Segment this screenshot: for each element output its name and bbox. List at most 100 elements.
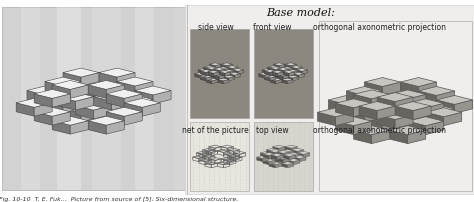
Bar — [2, 8, 185, 190]
Polygon shape — [336, 113, 354, 126]
Polygon shape — [419, 87, 455, 96]
Polygon shape — [195, 74, 201, 79]
Polygon shape — [437, 92, 455, 105]
Polygon shape — [204, 70, 210, 75]
Polygon shape — [221, 76, 227, 80]
Polygon shape — [52, 117, 88, 126]
Polygon shape — [223, 72, 229, 76]
Polygon shape — [365, 78, 401, 87]
Polygon shape — [426, 108, 462, 117]
Polygon shape — [227, 68, 232, 72]
Text: net of the picture: net of the picture — [182, 126, 249, 135]
Polygon shape — [285, 75, 296, 78]
Polygon shape — [45, 96, 81, 104]
Polygon shape — [297, 156, 303, 161]
Polygon shape — [273, 147, 279, 152]
Polygon shape — [34, 90, 70, 99]
Polygon shape — [291, 66, 302, 69]
Polygon shape — [354, 126, 390, 135]
Polygon shape — [215, 76, 221, 80]
Polygon shape — [135, 91, 153, 104]
Polygon shape — [75, 106, 94, 119]
Polygon shape — [408, 95, 426, 108]
Polygon shape — [277, 70, 283, 74]
Polygon shape — [229, 72, 235, 76]
Polygon shape — [269, 154, 275, 159]
Polygon shape — [63, 109, 81, 122]
Polygon shape — [264, 76, 276, 79]
Polygon shape — [75, 97, 94, 110]
Bar — [319, 22, 472, 191]
Polygon shape — [117, 96, 153, 104]
Text: Base model:: Base model: — [266, 8, 336, 18]
Polygon shape — [201, 77, 206, 81]
Polygon shape — [291, 73, 296, 78]
Polygon shape — [16, 99, 52, 108]
Polygon shape — [52, 85, 70, 99]
Polygon shape — [266, 150, 273, 155]
Polygon shape — [213, 68, 225, 71]
Polygon shape — [63, 104, 99, 113]
Polygon shape — [390, 90, 426, 99]
Polygon shape — [99, 104, 135, 113]
Polygon shape — [455, 100, 473, 114]
Polygon shape — [204, 68, 210, 72]
Polygon shape — [336, 122, 354, 135]
Bar — [92, 8, 121, 190]
Polygon shape — [218, 69, 223, 73]
Polygon shape — [218, 80, 223, 84]
Polygon shape — [275, 163, 282, 168]
Polygon shape — [285, 76, 291, 80]
Polygon shape — [273, 63, 285, 66]
Polygon shape — [273, 73, 279, 78]
Polygon shape — [300, 157, 306, 162]
Polygon shape — [294, 154, 300, 159]
Polygon shape — [291, 159, 297, 164]
Polygon shape — [377, 93, 413, 102]
Polygon shape — [408, 99, 444, 108]
Polygon shape — [293, 73, 304, 76]
Polygon shape — [262, 69, 273, 72]
Polygon shape — [206, 69, 212, 73]
Polygon shape — [198, 70, 204, 75]
Polygon shape — [277, 157, 289, 160]
Polygon shape — [426, 113, 444, 126]
Polygon shape — [94, 106, 112, 119]
Polygon shape — [117, 78, 153, 87]
Polygon shape — [135, 82, 153, 96]
Polygon shape — [291, 147, 297, 152]
Polygon shape — [45, 78, 81, 87]
Polygon shape — [142, 103, 160, 117]
Polygon shape — [336, 104, 354, 117]
Polygon shape — [365, 109, 383, 123]
Polygon shape — [63, 100, 81, 113]
Polygon shape — [270, 79, 282, 81]
Polygon shape — [336, 117, 372, 126]
Polygon shape — [426, 122, 444, 135]
Polygon shape — [232, 70, 238, 75]
Polygon shape — [99, 73, 117, 87]
Polygon shape — [221, 65, 227, 69]
Polygon shape — [135, 87, 171, 96]
Polygon shape — [287, 77, 293, 81]
Polygon shape — [75, 102, 112, 110]
Polygon shape — [210, 65, 215, 69]
Polygon shape — [297, 150, 303, 155]
Polygon shape — [106, 108, 142, 117]
Polygon shape — [289, 155, 296, 160]
Polygon shape — [283, 71, 294, 74]
Polygon shape — [117, 109, 135, 122]
Polygon shape — [63, 73, 81, 87]
Polygon shape — [401, 118, 419, 132]
Polygon shape — [219, 75, 225, 80]
Polygon shape — [58, 93, 94, 102]
Polygon shape — [201, 72, 206, 76]
Polygon shape — [291, 156, 297, 161]
Polygon shape — [444, 113, 462, 126]
Polygon shape — [273, 145, 285, 148]
Polygon shape — [63, 82, 81, 96]
Polygon shape — [219, 70, 225, 74]
Bar — [175, 8, 190, 190]
Polygon shape — [283, 155, 289, 160]
Polygon shape — [282, 79, 293, 81]
